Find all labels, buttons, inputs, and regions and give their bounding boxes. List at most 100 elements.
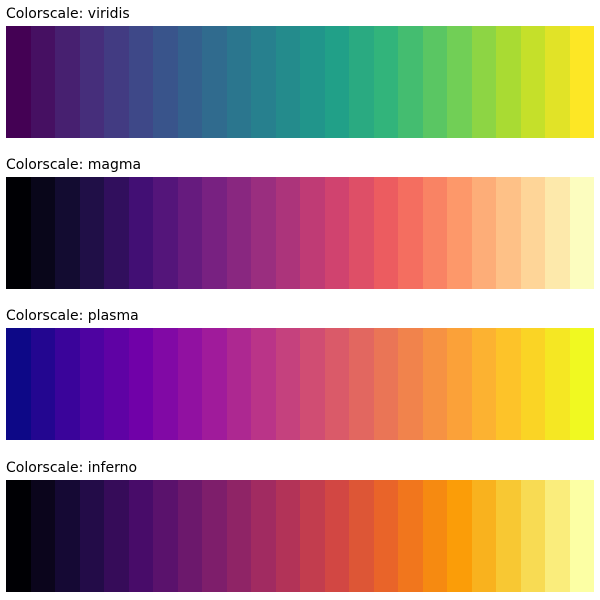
chart-title: Colorscale: plasma [6, 308, 139, 324]
colorscale-step [325, 480, 350, 592]
colorscale-bar [6, 177, 594, 289]
colorscale-step [31, 480, 56, 592]
colorscale-step [6, 26, 32, 138]
colorscale-step [423, 480, 448, 592]
colorscale-step [521, 480, 546, 592]
colorscale-step [104, 177, 130, 289]
colorscale-step [153, 480, 179, 592]
colorscale-step [178, 328, 203, 440]
colorscale-step [251, 328, 277, 440]
colorscale-step [300, 177, 326, 289]
colorscale-step [300, 328, 326, 440]
colorscale-step [472, 26, 497, 138]
chart-title: Colorscale: magma [6, 157, 142, 173]
colorscale-step [178, 480, 203, 592]
colorscale-step [374, 328, 399, 440]
colorscale-step [496, 26, 522, 138]
colorscale-step [545, 480, 571, 592]
colorscale-step [325, 177, 350, 289]
colorscale-step [472, 328, 497, 440]
colorscale-step [80, 328, 105, 440]
colorscale-step [447, 328, 473, 440]
colorscale-step [251, 26, 277, 138]
colorscale-step [251, 480, 277, 592]
colorscale-step [447, 26, 473, 138]
colorscale-step [349, 177, 375, 289]
colorscale-step [153, 26, 179, 138]
colorscale-step [6, 480, 32, 592]
colorscale-step [276, 480, 301, 592]
colorscale-step [104, 26, 130, 138]
colorscale-step [398, 328, 424, 440]
colorscale-step [178, 177, 203, 289]
colorscale-step [570, 26, 594, 138]
colorscale-step [423, 26, 448, 138]
colorscale-step [398, 480, 424, 592]
colorscale-step [300, 26, 326, 138]
colorscale-step [423, 177, 448, 289]
chart-title: Colorscale: viridis [6, 6, 130, 22]
colorscale-step [251, 177, 277, 289]
colorscale-step [276, 177, 301, 289]
colorscale-step [447, 177, 473, 289]
colorscale-step [227, 328, 252, 440]
colorscale-step [129, 177, 154, 289]
colorscale-step [31, 177, 56, 289]
colorscale-step [545, 177, 571, 289]
chart-title: Colorscale: inferno [6, 460, 138, 476]
colorscale-step [325, 26, 350, 138]
colorscale-step [398, 177, 424, 289]
colorscale-step [545, 26, 571, 138]
colorscale-step [521, 328, 546, 440]
colorscale-step [202, 480, 228, 592]
colorscale-step [570, 480, 594, 592]
colorscale-step [521, 26, 546, 138]
colorscale-step [129, 328, 154, 440]
colorscale-step [202, 26, 228, 138]
colorscale-step [472, 480, 497, 592]
colorscale-bar [6, 26, 594, 138]
colorscale-step [202, 328, 228, 440]
colorscale-step [202, 177, 228, 289]
colorscale-bar [6, 480, 594, 592]
colorscale-step [129, 480, 154, 592]
colorscale-step [496, 328, 522, 440]
colorscale-step [374, 480, 399, 592]
colorscale-step [545, 328, 571, 440]
colorscale-step [276, 328, 301, 440]
colorscale-step [570, 177, 594, 289]
colorscale-step [104, 480, 130, 592]
colorscale-step [325, 328, 350, 440]
colorscale-step [227, 480, 252, 592]
colorscale-step [6, 328, 32, 440]
colorscale-panel-plasma: Colorscale: plasma [0, 308, 600, 444]
colorscale-panel-viridis: Colorscale: viridis [0, 6, 600, 142]
colorscale-step [80, 480, 105, 592]
colorscale-step [55, 177, 81, 289]
colorscale-step [129, 26, 154, 138]
colorscale-step [276, 26, 301, 138]
colorscale-panel-magma: Colorscale: magma [0, 157, 600, 293]
colorscale-bar [6, 328, 594, 440]
colorscale-step [178, 26, 203, 138]
colorscale-step [6, 177, 32, 289]
colorscale-step [80, 177, 105, 289]
colorscale-step [570, 328, 594, 440]
colorscale-step [300, 480, 326, 592]
colorscale-step [55, 328, 81, 440]
colorscale-step [398, 26, 424, 138]
colorscale-step [31, 328, 56, 440]
colorscale-panel-inferno: Colorscale: inferno [0, 460, 600, 596]
colorscale-step [227, 26, 252, 138]
colorscale-step [55, 480, 81, 592]
colorscale-step [227, 177, 252, 289]
colorscale-step [104, 328, 130, 440]
colorscale-step [521, 177, 546, 289]
colorscale-step [349, 26, 375, 138]
colorscale-step [374, 177, 399, 289]
colorscale-step [153, 328, 179, 440]
colorscale-step [496, 480, 522, 592]
colorscale-step [447, 480, 473, 592]
colorscale-step [423, 328, 448, 440]
colorscale-step [374, 26, 399, 138]
